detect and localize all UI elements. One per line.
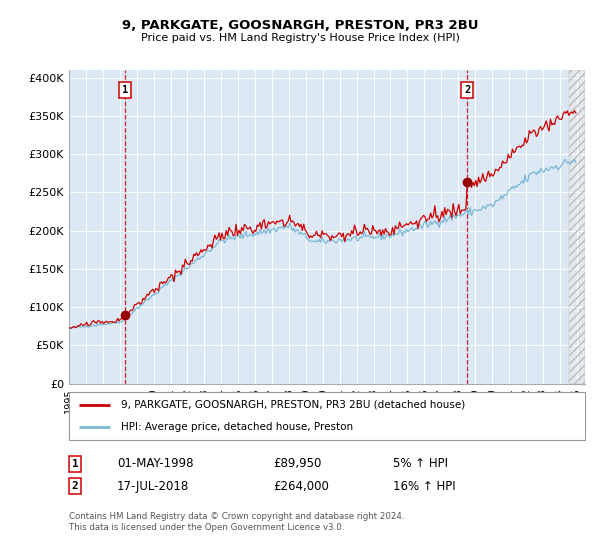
Text: 2: 2 bbox=[71, 481, 79, 491]
Text: 1: 1 bbox=[71, 459, 79, 469]
Text: 01-MAY-1998: 01-MAY-1998 bbox=[117, 457, 193, 470]
Text: 9, PARKGATE, GOOSNARGH, PRESTON, PR3 2BU: 9, PARKGATE, GOOSNARGH, PRESTON, PR3 2BU bbox=[122, 18, 478, 32]
Text: Price paid vs. HM Land Registry's House Price Index (HPI): Price paid vs. HM Land Registry's House … bbox=[140, 33, 460, 43]
Polygon shape bbox=[569, 70, 585, 384]
FancyBboxPatch shape bbox=[69, 392, 585, 440]
Text: 16% ↑ HPI: 16% ↑ HPI bbox=[393, 479, 455, 493]
Text: £264,000: £264,000 bbox=[273, 479, 329, 493]
Text: 9, PARKGATE, GOOSNARGH, PRESTON, PR3 2BU (detached house): 9, PARKGATE, GOOSNARGH, PRESTON, PR3 2BU… bbox=[121, 400, 465, 410]
Text: 2: 2 bbox=[464, 85, 470, 95]
Text: HPI: Average price, detached house, Preston: HPI: Average price, detached house, Pres… bbox=[121, 422, 353, 432]
Text: 1: 1 bbox=[122, 85, 128, 95]
Text: 5% ↑ HPI: 5% ↑ HPI bbox=[393, 457, 448, 470]
Text: Contains HM Land Registry data © Crown copyright and database right 2024.
This d: Contains HM Land Registry data © Crown c… bbox=[69, 512, 404, 531]
Text: 17-JUL-2018: 17-JUL-2018 bbox=[117, 479, 189, 493]
Text: £89,950: £89,950 bbox=[273, 457, 322, 470]
